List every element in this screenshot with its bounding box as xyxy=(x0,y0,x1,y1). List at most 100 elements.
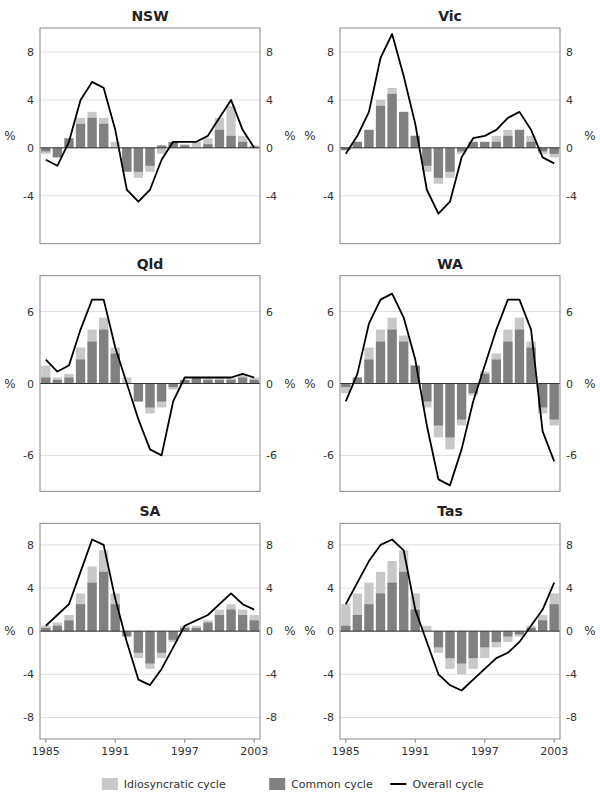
bar xyxy=(203,138,212,148)
bar xyxy=(550,148,559,158)
bar xyxy=(157,384,166,408)
bar xyxy=(250,615,259,631)
bar xyxy=(99,318,108,384)
panel-title: NSW xyxy=(131,8,168,24)
bar xyxy=(434,384,443,438)
bar xyxy=(53,623,62,632)
bar xyxy=(434,631,443,647)
y2-tick-label: 4 xyxy=(266,582,273,595)
y2-tick-label: -8 xyxy=(266,711,277,724)
x-tick-label: 1985 xyxy=(32,745,60,758)
plot-frame xyxy=(40,28,260,244)
bar xyxy=(341,604,350,631)
bar xyxy=(180,144,189,148)
bar xyxy=(64,374,73,384)
plot-area xyxy=(40,82,260,202)
x-tick xyxy=(115,739,116,743)
bar xyxy=(399,336,408,384)
baseline xyxy=(40,383,260,384)
x-tick-label: 1985 xyxy=(332,745,360,758)
bar xyxy=(238,378,247,384)
bar xyxy=(238,136,247,148)
bar xyxy=(134,384,143,402)
bar xyxy=(192,626,201,631)
y2-tick-label: 0 xyxy=(266,142,273,155)
bar xyxy=(122,148,131,172)
bar xyxy=(445,384,454,438)
grid-line xyxy=(340,311,560,312)
y2-tick-label: 8 xyxy=(266,539,273,552)
bar xyxy=(480,142,489,148)
y-tick-label: 4 xyxy=(27,582,34,595)
bar xyxy=(457,384,466,426)
x-tick xyxy=(254,739,255,743)
panel: -8-4048-8-4048%%1985199119972003SA xyxy=(4,503,295,758)
bar xyxy=(376,106,385,148)
x-tick-label: 1991 xyxy=(101,745,129,758)
legend-swatch xyxy=(390,783,406,785)
grid-line xyxy=(40,383,260,384)
bar xyxy=(445,148,454,172)
grid-line xyxy=(40,311,260,312)
bar xyxy=(99,124,108,148)
bar xyxy=(492,136,501,148)
y2-tick-label: 0 xyxy=(566,142,573,155)
bar xyxy=(353,615,362,631)
y2-tick-label: 4 xyxy=(266,94,273,107)
background xyxy=(0,0,600,799)
bar xyxy=(64,620,73,631)
panel-title: Vic xyxy=(438,8,462,24)
panel-title: SA xyxy=(140,503,161,519)
panel: -4048-4048%%Vic xyxy=(304,8,595,244)
y-axis-label: % xyxy=(4,129,15,143)
bar xyxy=(503,330,512,384)
panel: -606-606%%Qld xyxy=(4,256,295,492)
bar xyxy=(376,330,385,384)
bar xyxy=(145,384,154,414)
bar xyxy=(422,384,431,402)
grid-line xyxy=(40,674,260,675)
y-tick-label: 0 xyxy=(327,625,334,638)
bar xyxy=(411,593,420,631)
y2-tick-label: -4 xyxy=(266,668,277,681)
grid-line xyxy=(40,717,260,718)
bar xyxy=(41,148,50,152)
panel: -8-4048-8-4048%%1985199119972003Tas xyxy=(304,503,595,758)
bar xyxy=(41,148,50,154)
grid-line xyxy=(40,631,260,632)
y-tick-label: 6 xyxy=(327,306,334,319)
bar xyxy=(364,583,373,632)
bar xyxy=(145,148,154,172)
x-tick xyxy=(184,739,185,743)
bar xyxy=(434,384,443,426)
bar xyxy=(434,148,443,184)
bar xyxy=(145,148,154,166)
x-tick-label: 1991 xyxy=(401,745,429,758)
plot-frame xyxy=(340,28,560,244)
y2-tick-label: 8 xyxy=(266,46,273,59)
bar xyxy=(203,144,212,148)
bar xyxy=(134,148,143,172)
bar xyxy=(538,620,547,631)
x-tick xyxy=(415,739,416,743)
bar xyxy=(353,593,362,631)
bar xyxy=(134,148,143,178)
y2-tick-label: -8 xyxy=(566,711,577,724)
plot-area xyxy=(40,300,260,456)
x-tick-label: 1997 xyxy=(471,745,499,758)
y2-tick-label: -6 xyxy=(566,449,577,462)
y-tick-label: -6 xyxy=(23,449,34,462)
y2-tick-label: -6 xyxy=(266,449,277,462)
y-axis-label: % xyxy=(4,377,15,391)
bar xyxy=(469,631,478,669)
y2-tick-label: -4 xyxy=(566,668,577,681)
bar xyxy=(445,631,454,669)
bar xyxy=(341,384,350,388)
bar xyxy=(87,112,96,148)
bar xyxy=(53,380,62,384)
grid-line xyxy=(340,383,560,384)
bar xyxy=(87,330,96,384)
y2-axis-label: % xyxy=(284,624,295,638)
bar xyxy=(515,631,524,636)
bar xyxy=(99,118,108,148)
